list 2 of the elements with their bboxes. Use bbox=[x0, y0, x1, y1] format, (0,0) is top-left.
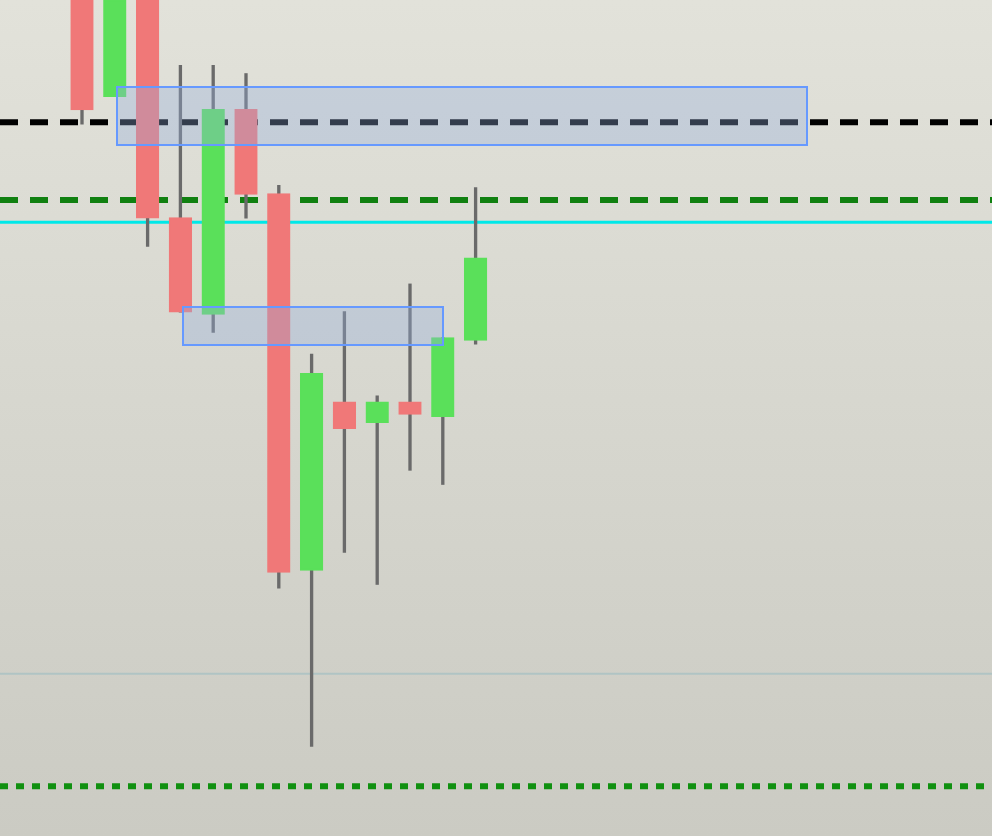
candlestick bbox=[103, 0, 127, 97]
candlestick bbox=[398, 283, 422, 471]
